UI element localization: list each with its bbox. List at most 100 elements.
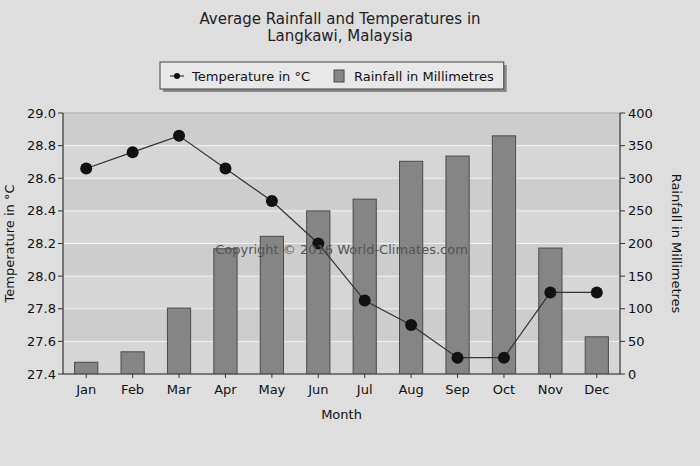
marker — [591, 286, 603, 298]
bar — [214, 249, 237, 374]
x-tick-label: Dec — [584, 382, 609, 397]
grid-band — [63, 113, 620, 146]
grid-line — [63, 178, 620, 179]
x-tick — [86, 374, 87, 378]
marker — [544, 286, 556, 298]
grid-line — [63, 145, 620, 146]
x-tick — [550, 374, 551, 378]
title-line: Average Rainfall and Temperatures in — [199, 10, 480, 28]
background — [0, 0, 700, 466]
x-tick-label: Feb — [121, 382, 144, 397]
y2-tick-label: 400 — [628, 106, 653, 121]
x-tick — [596, 374, 597, 378]
y-tick — [58, 308, 63, 309]
title-line: Langkawi, Malaysia — [267, 27, 413, 45]
x-tick — [503, 374, 504, 378]
y2-tick-label: 200 — [628, 236, 653, 251]
bar — [353, 199, 376, 374]
grid-line — [63, 374, 620, 375]
y2-tick — [620, 243, 625, 244]
y2-tick — [620, 145, 625, 146]
grid-band — [63, 309, 620, 342]
x-tick-label: Jul — [356, 382, 373, 397]
grid-line — [63, 308, 620, 309]
x-axis-line — [63, 374, 620, 375]
x-tick-label: Apr — [214, 382, 237, 397]
x-tick-label: May — [258, 382, 285, 397]
y2-tick — [620, 341, 625, 342]
chart: 27.427.627.828.028.228.428.628.829.00501… — [0, 0, 700, 466]
y2-tick-label: 350 — [628, 138, 653, 153]
x-tick-label: Jan — [75, 382, 96, 397]
line — [86, 136, 597, 358]
y2-tick-label: 300 — [628, 171, 653, 186]
y-tick-label: 27.4 — [27, 367, 56, 382]
y2-tick — [620, 308, 625, 309]
y-tick — [58, 374, 63, 375]
y2-tick — [620, 276, 625, 277]
bar — [400, 161, 423, 374]
x-tick — [457, 374, 458, 378]
y-tick — [58, 178, 63, 179]
x-tick-label: Mar — [167, 382, 192, 397]
legend-marker — [174, 73, 180, 79]
y-tick-label: 29.0 — [27, 106, 56, 121]
grid-line — [63, 210, 620, 211]
y2-tick-label: 250 — [628, 203, 653, 218]
x-tick-label: Nov — [538, 382, 564, 397]
y2-tick-label: 150 — [628, 269, 653, 284]
y-tick — [58, 243, 63, 244]
x-tick — [318, 374, 319, 378]
legend-swatch — [334, 70, 344, 82]
x-tick-label: Oct — [493, 382, 515, 397]
x-tick-label: Aug — [398, 382, 423, 397]
plot-area — [63, 113, 620, 374]
y-tick — [58, 276, 63, 277]
y2-tick — [620, 210, 625, 211]
y-tick — [58, 145, 63, 146]
legend: Temperature in °C Rainfall in Millimetres — [160, 62, 507, 92]
y-tick — [58, 210, 63, 211]
marker — [266, 195, 278, 207]
bar — [260, 236, 283, 374]
bar — [121, 352, 144, 374]
bar — [492, 136, 515, 374]
bar — [75, 362, 98, 374]
x-tick-label: Jun — [307, 382, 328, 397]
y-tick-label: 27.8 — [27, 301, 56, 316]
marker — [173, 130, 185, 142]
bar — [539, 248, 562, 374]
y-tick — [58, 113, 63, 114]
y-axis-title: Temperature in °C — [2, 184, 17, 303]
y-tick — [58, 341, 63, 342]
annotation: Copyright © 2016 World-Climates.com — [215, 242, 468, 257]
x-tick — [271, 374, 272, 378]
grid-line — [63, 276, 620, 277]
title: Average Rainfall and Temperatures inLang… — [199, 10, 480, 45]
y-tick-label: 28.2 — [27, 236, 56, 251]
marker — [359, 295, 371, 307]
bar — [585, 337, 608, 374]
marker — [405, 319, 417, 331]
y-tick-label: 28.6 — [27, 171, 56, 186]
marker — [452, 352, 464, 364]
marker — [80, 162, 92, 174]
y2-axis-title: Rainfall in Millimetres — [669, 174, 684, 314]
marker — [127, 146, 139, 158]
x-axis-title: Month — [321, 407, 362, 422]
y2-tick — [620, 374, 625, 375]
x-tick — [132, 374, 133, 378]
marker — [498, 352, 510, 364]
y-tick-label: 28.4 — [27, 203, 56, 218]
grid-line — [63, 341, 620, 342]
y2-tick — [620, 113, 625, 114]
legend-label: Rainfall in Millimetres — [354, 69, 494, 84]
legend-box — [160, 62, 504, 89]
bar — [446, 156, 469, 374]
marker — [219, 162, 231, 174]
x-tick — [411, 374, 412, 378]
x-tick — [364, 374, 365, 378]
plot-marks — [75, 130, 609, 374]
legend-label: Temperature in °C — [191, 69, 310, 84]
x-tick-label: Sep — [445, 382, 470, 397]
